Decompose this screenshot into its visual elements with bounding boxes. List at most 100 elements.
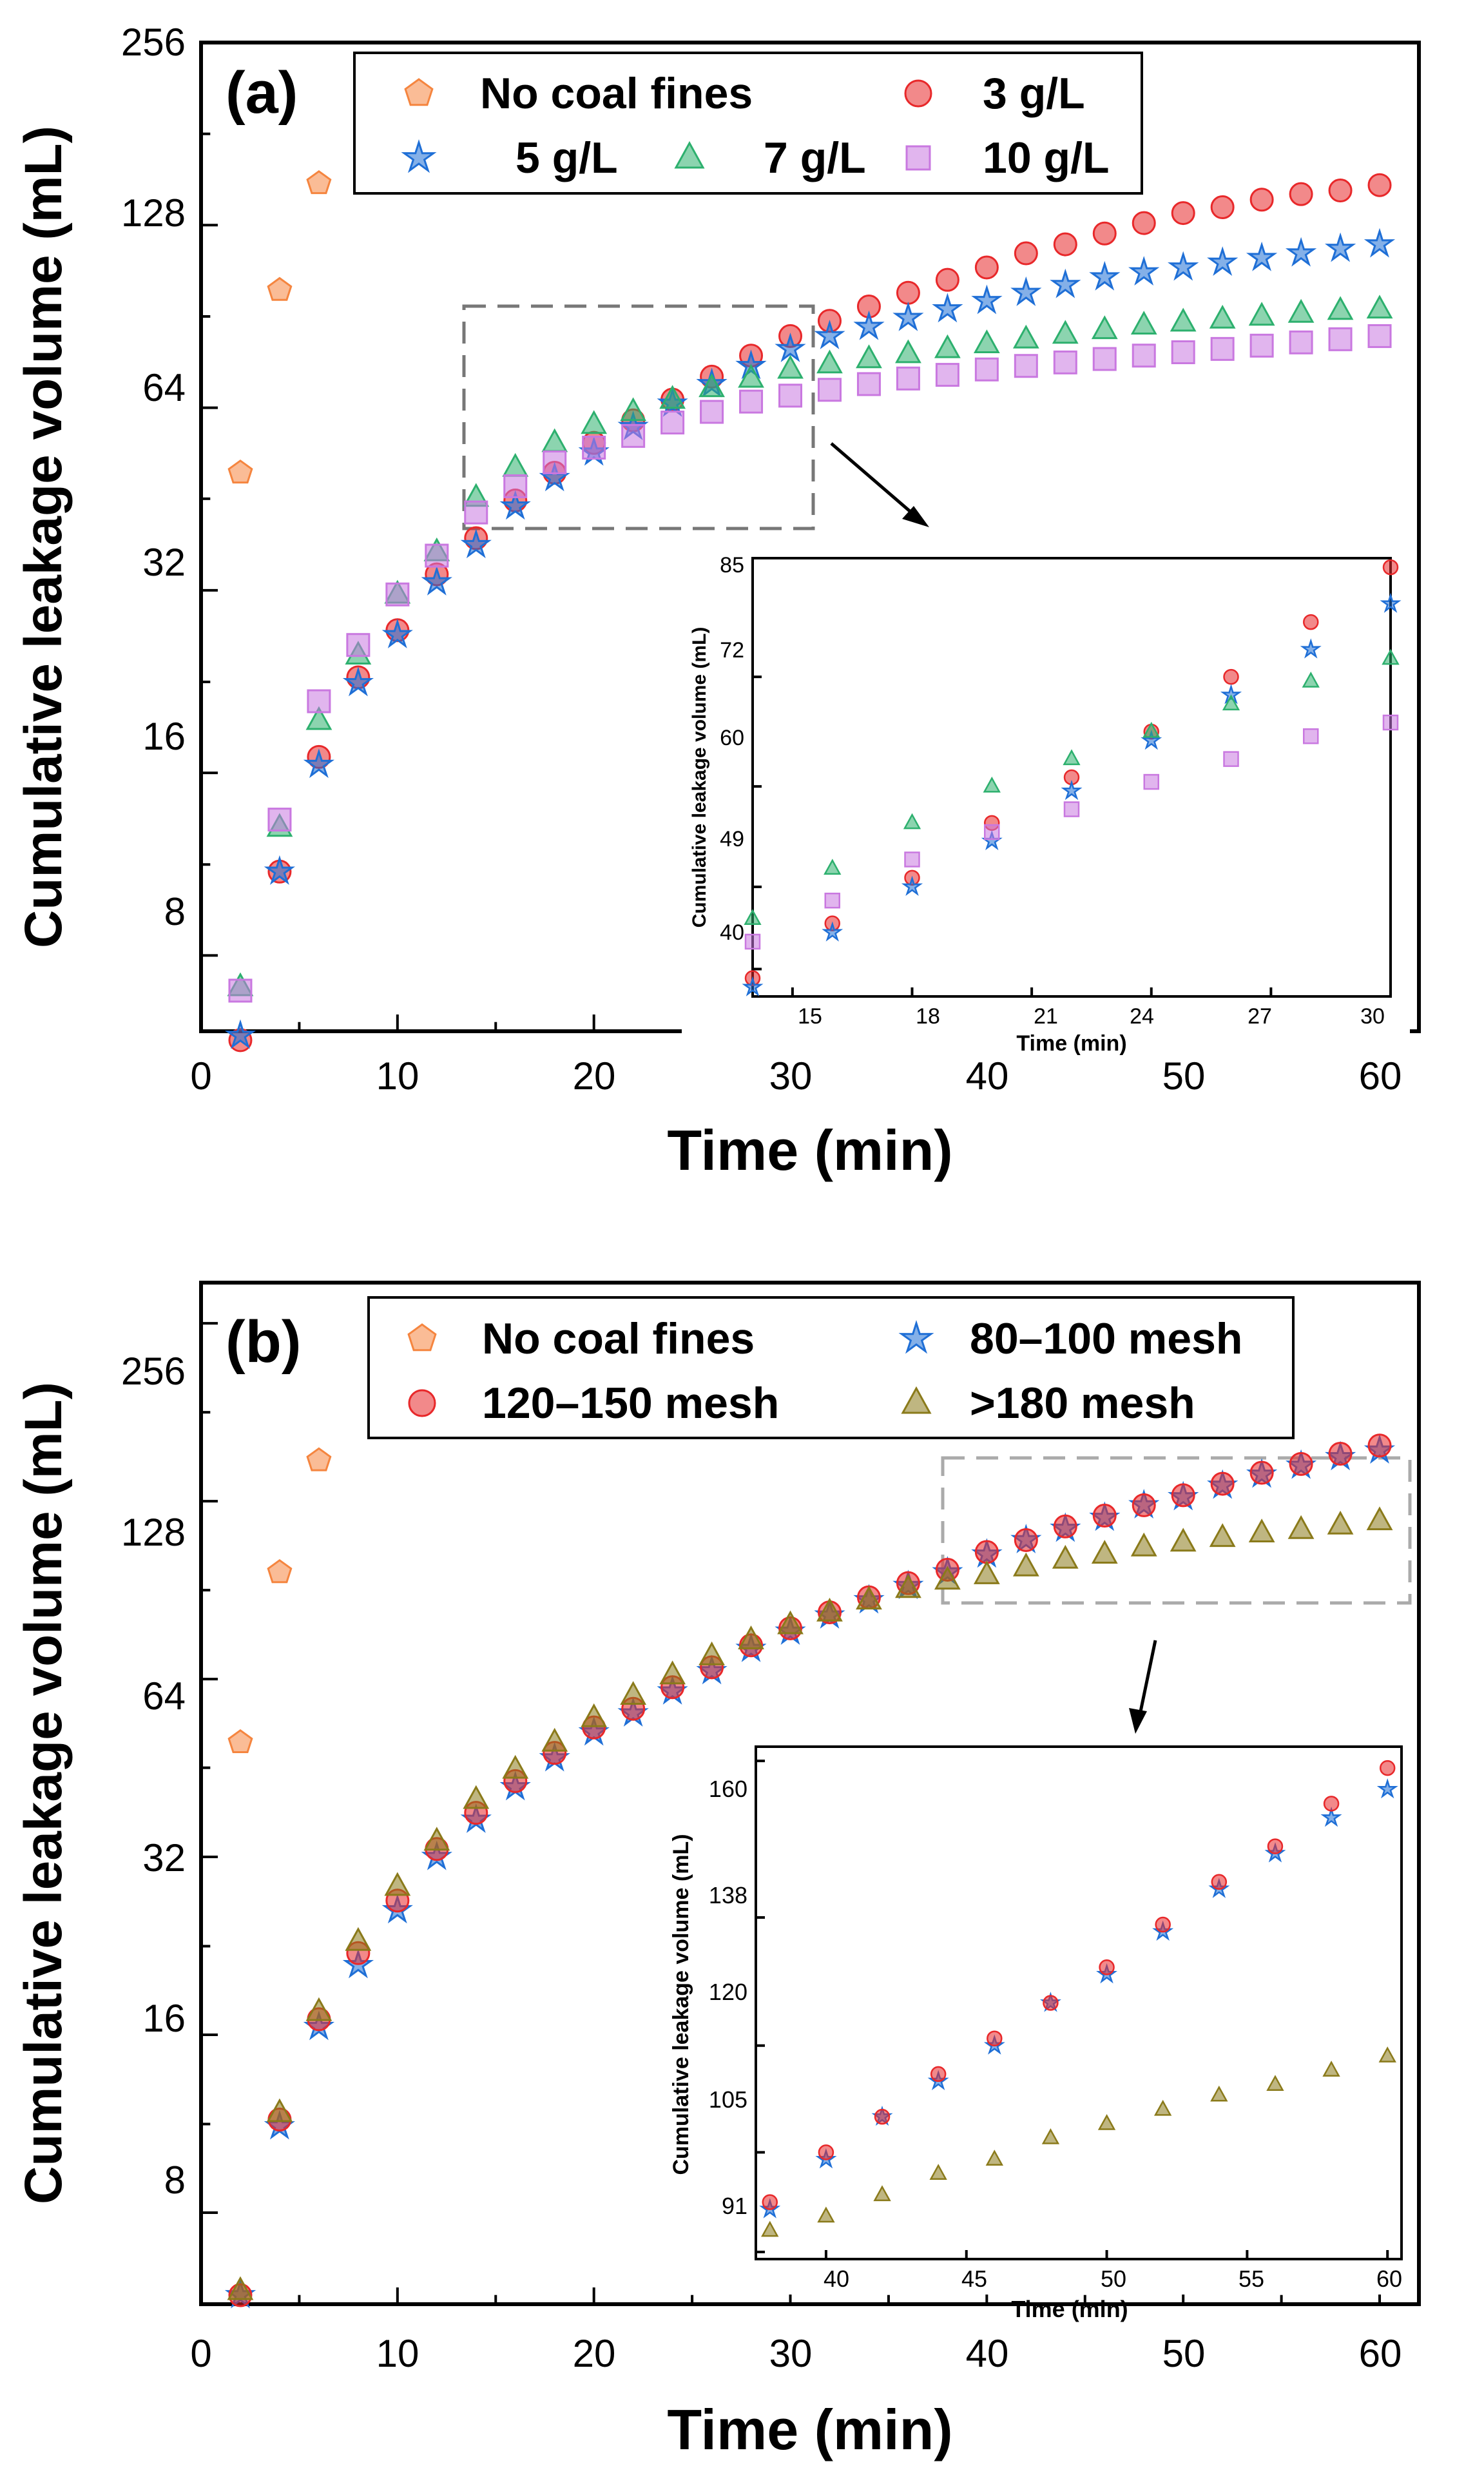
data-point-pentagon — [227, 459, 253, 484]
data-point-triangle — [1302, 672, 1320, 688]
y-tick-label: 32 — [142, 1836, 186, 1879]
data-point-triangle — [305, 706, 332, 730]
data-point-triangle — [1130, 1532, 1157, 1557]
data-point-triangle — [777, 1610, 804, 1635]
data-point-star — [898, 1320, 934, 1354]
data-point-circle — [408, 1389, 436, 1417]
data-point-triangle — [384, 1872, 411, 1896]
data-point-star — [901, 875, 923, 897]
x-axis-title: Time (min) — [667, 2398, 952, 2461]
data-point-circle — [1289, 1451, 1313, 1476]
x-tick-label: 30 — [769, 2332, 813, 2375]
data-point-square — [744, 933, 761, 950]
data-point-circle — [762, 2194, 778, 2210]
data-point-triangle — [1041, 2128, 1060, 2144]
data-point-circle — [1099, 1959, 1115, 1975]
data-point-triangle — [903, 813, 921, 830]
data-point-star — [1128, 256, 1160, 286]
data-point-triangle — [1366, 1506, 1393, 1531]
y-tick-label: 256 — [121, 1350, 186, 1393]
data-point-square — [1289, 330, 1313, 354]
data-point-triangle — [345, 1927, 372, 1951]
data-point-triangle — [824, 859, 842, 875]
data-point-circle — [1267, 1838, 1284, 1854]
data-point-circle — [1014, 241, 1038, 266]
data-point-star — [460, 529, 492, 559]
data-point-triangle — [1287, 298, 1315, 323]
data-point-circle — [1382, 559, 1399, 576]
data-point-star — [853, 310, 885, 340]
inset-background — [682, 551, 1410, 1038]
data-point-circle — [1379, 1760, 1396, 1776]
inset-y-tick-label: 85 — [720, 553, 744, 578]
y-tick-label: 128 — [121, 1511, 186, 1554]
legend-box — [353, 52, 1143, 195]
data-point-square — [935, 363, 959, 387]
data-point-square — [582, 436, 606, 460]
y-axis-title: Cumulative leakage volume (mL) — [14, 126, 73, 948]
data-point-circle — [974, 1540, 999, 1564]
panel-label: (a) — [226, 60, 298, 126]
data-point-pentagon — [306, 1447, 332, 1471]
data-point-triangle — [856, 344, 882, 369]
legend-label: 120–150 mesh — [482, 1379, 779, 1428]
legend-box — [367, 1296, 1295, 1439]
data-point-triangle — [816, 349, 843, 374]
data-point-triangle — [1210, 2085, 1228, 2102]
y-axis: 8 16 32 64 128 256 — [121, 1350, 186, 2202]
inset-tick-marks — [753, 557, 1392, 996]
legend-label: 7 g/L — [764, 133, 866, 182]
x-tick-label: 60 — [1359, 1054, 1402, 1098]
data-point-star — [1207, 246, 1238, 277]
data-point-triangle — [895, 339, 921, 364]
inset-y-tick-label: 40 — [720, 920, 744, 945]
y-tick-label: 32 — [142, 541, 186, 584]
x-tick-label: 50 — [1162, 1054, 1206, 1098]
data-point-triangle — [777, 354, 804, 379]
data-point-circle — [1132, 1493, 1156, 1517]
data-point-square — [739, 389, 764, 414]
data-point-star — [381, 618, 413, 648]
y-tick-label: 64 — [142, 366, 186, 409]
data-point-circle — [1210, 1471, 1235, 1496]
data-point-triangle — [581, 1703, 608, 1727]
inset-x-tick-label: 50 — [1101, 2266, 1126, 2292]
data-point-triangle — [934, 1566, 961, 1590]
data-point-star — [1089, 260, 1121, 291]
inset-frame — [751, 557, 1392, 998]
data-point-circle — [1211, 1874, 1228, 1890]
data-point-square — [1223, 751, 1239, 767]
data-point-square — [824, 893, 840, 909]
x-tick-label: 20 — [573, 2332, 616, 2375]
x-tick-label: 40 — [966, 1054, 1009, 1098]
data-point-triangle — [973, 1560, 1000, 1584]
data-point-triangle — [816, 1597, 843, 1622]
data-point-star — [892, 301, 924, 331]
y-axis-title: Cumulative leakage volume (mL) — [14, 1382, 73, 2204]
data-point-star — [1300, 638, 1322, 659]
data-point-triangle — [1209, 304, 1236, 329]
data-point-square — [974, 357, 999, 382]
data-point-circle — [1249, 188, 1274, 212]
data-point-circle — [974, 255, 999, 280]
data-point-triangle — [738, 364, 764, 388]
data-point-triangle — [973, 329, 1000, 353]
inset-y-tick-label: 72 — [720, 638, 744, 663]
data-point-square — [346, 633, 371, 657]
inset-x-tick-label: 15 — [798, 1004, 822, 1029]
x-axis-title: Time (min) — [667, 1118, 952, 1182]
x-tick-label: 50 — [1162, 2332, 1206, 2375]
data-point-star — [1364, 228, 1396, 258]
data-point-triangle — [744, 909, 762, 926]
data-point-triangle — [1091, 315, 1118, 340]
data-point-square — [1303, 728, 1319, 744]
data-point-square — [700, 400, 724, 424]
y-tick-label: 128 — [121, 191, 186, 235]
data-point-circle — [1223, 668, 1239, 685]
data-point-star — [971, 284, 1003, 315]
data-point-circle — [1043, 1995, 1059, 2011]
data-point-circle — [1210, 195, 1235, 220]
data-point-square — [896, 366, 920, 391]
data-point-triangle — [699, 373, 725, 398]
